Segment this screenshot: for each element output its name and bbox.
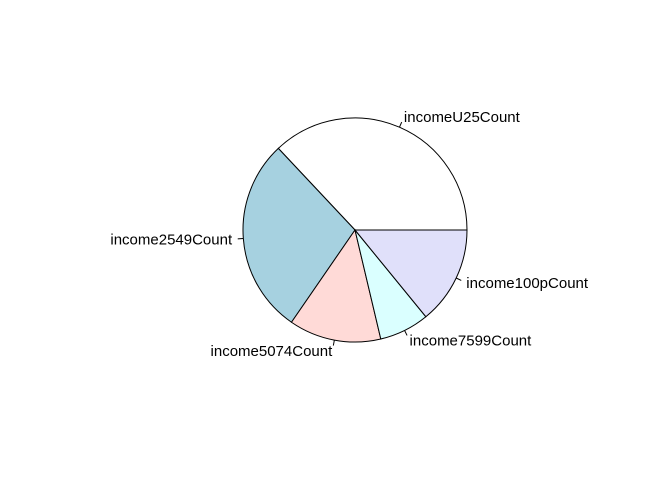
label-tick-income7599Count	[404, 330, 408, 336]
slice-label-incomeU25Count: incomeU25Count	[404, 109, 521, 126]
label-tick-income100pCount	[455, 277, 462, 281]
slice-labels: incomeU25Count income2549Count income5074C…	[110, 109, 589, 360]
pie-slice-income5074Count	[290, 228, 382, 343]
pie-slice-income100pCount	[353, 229, 468, 318]
slice-label-income7599Count: income7599Count	[410, 332, 533, 349]
slice-label-income2549Count: income2549Count	[110, 231, 233, 248]
slice-label-income5074Count: income5074Count	[211, 343, 334, 360]
pie-slice-incomeU25Count	[277, 117, 468, 231]
label-ticks	[237, 121, 462, 346]
label-tick-income5074Count	[332, 339, 335, 346]
slice-label-income100pCount: income100pCount	[466, 275, 589, 292]
label-tick-incomeU25Count	[399, 121, 403, 128]
pie-slice-income2549Count	[242, 147, 356, 323]
pie-slices	[242, 117, 468, 343]
